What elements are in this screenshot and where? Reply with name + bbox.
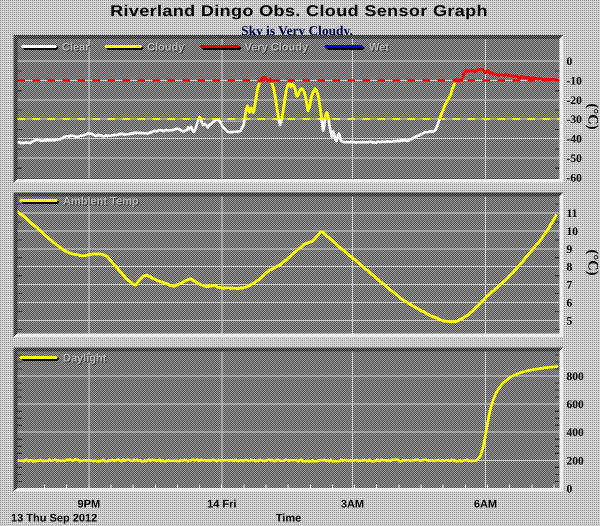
svg-text:0: 0 [567,483,573,495]
svg-text:600: 600 [567,399,585,411]
svg-text:14 Fri: 14 Fri [207,499,236,511]
svg-text:-20: -20 [567,95,583,107]
svg-text:9: 9 [567,244,573,256]
svg-text:6AM: 6AM [474,499,497,511]
svg-text:Ambient Temp: Ambient Temp [64,197,140,209]
svg-text:3AM: 3AM [341,499,364,511]
svg-text:Very Cloudy: Very Cloudy [246,43,310,55]
svg-text:-30: -30 [567,114,583,126]
svg-text:(°C): (°C) [585,250,600,276]
svg-text:Riverland Dingo Obs. Cloud Sen: Riverland Dingo Obs. Cloud Sensor Graph [110,3,488,20]
svg-text:-40: -40 [567,134,583,146]
svg-text:Daylight: Daylight [64,354,108,366]
svg-text:0: 0 [567,56,573,68]
svg-text:Cloudy: Cloudy [148,43,186,55]
svg-text:-60: -60 [567,172,583,184]
svg-text:-10: -10 [567,75,583,87]
svg-text:Cloudy: Cloudy [147,42,185,54]
svg-text:Sky is Very Cloudy.: Sky is Very Cloudy. [241,23,353,38]
svg-text:Daylight: Daylight [63,353,107,365]
svg-text:9PM: 9PM [77,499,100,511]
svg-text:Ambient Temp: Ambient Temp [63,196,139,208]
svg-text:(°C): (°C) [585,104,600,130]
svg-text:400: 400 [567,427,585,439]
svg-text:Wet: Wet [370,43,390,55]
svg-text:10: 10 [567,226,579,238]
svg-text:Very Cloudy: Very Cloudy [245,42,309,54]
svg-text:Clear: Clear [63,43,91,55]
svg-text:6: 6 [567,298,573,310]
svg-text:13 Thu Sep 2012: 13 Thu Sep 2012 [11,512,97,524]
svg-text:5: 5 [567,315,573,327]
svg-text:8: 8 [567,262,573,274]
svg-text:-50: -50 [567,153,583,165]
svg-text:Wet: Wet [369,42,389,54]
svg-text:800: 800 [567,371,585,383]
svg-text:Clear: Clear [62,42,90,54]
svg-text:11: 11 [567,208,578,220]
svg-text:7: 7 [567,280,573,292]
svg-text:200: 200 [567,455,585,467]
svg-text:Time: Time [276,512,301,524]
